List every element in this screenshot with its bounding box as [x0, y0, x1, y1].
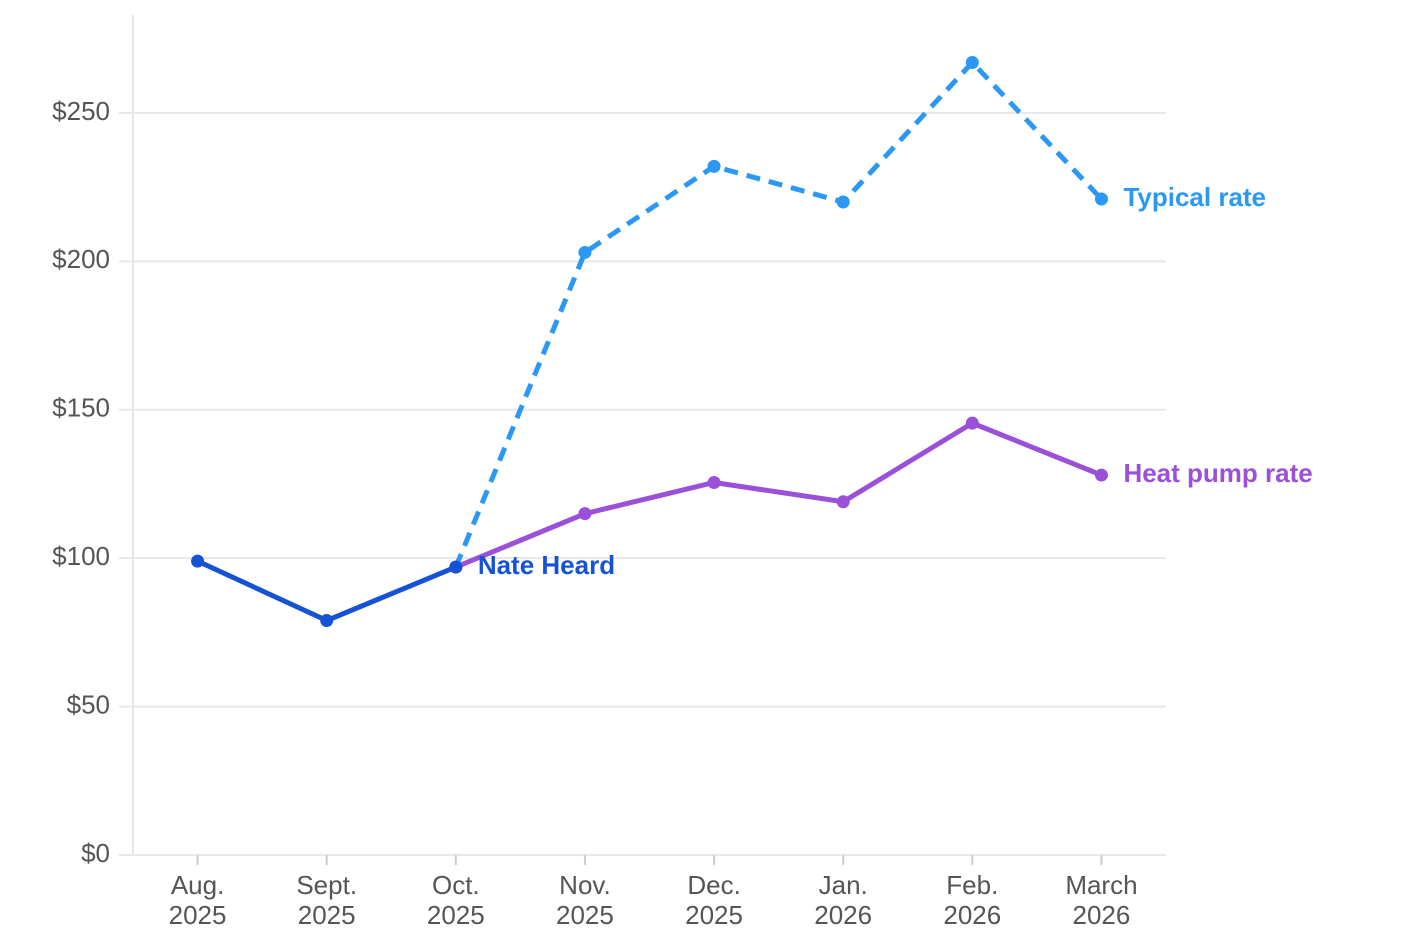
x-tick-line: Aug.	[171, 870, 225, 900]
point	[320, 614, 334, 628]
x-tick-label: Nov. 2025	[556, 870, 614, 930]
x-tick-line: 2025	[685, 900, 743, 930]
x-tick-label: March 2026	[1065, 870, 1137, 930]
series-label: Nate Heard	[478, 550, 615, 580]
x-tick-label: Jan. 2026	[814, 870, 872, 930]
x-tick-label: Aug. 2025	[169, 870, 227, 930]
series-label: Typical rate	[1123, 182, 1266, 212]
series-line	[196, 558, 457, 624]
x-tick-line: Jan.	[819, 870, 868, 900]
x-tick-line: 2025	[298, 900, 356, 930]
series-line	[453, 59, 1104, 569]
x-tick-line: 2025	[427, 900, 485, 930]
point	[1094, 192, 1108, 206]
x-tick-label: Oct. 2025	[427, 870, 485, 930]
series-label: Heat pump rate	[1123, 458, 1312, 488]
x-tick-line: 2026	[814, 900, 872, 930]
y-tick-label: $100	[52, 541, 110, 571]
point	[836, 195, 850, 209]
x-tick-line: Sept.	[296, 870, 357, 900]
point	[1094, 468, 1108, 482]
x-tick-line: March	[1065, 870, 1137, 900]
y-tick-label: $250	[52, 96, 110, 126]
y-tick-label: $50	[67, 689, 110, 719]
x-tick-label: Sept. 2025	[296, 870, 357, 930]
series-line	[454, 420, 1103, 570]
x-tick-label: Dec. 2025	[685, 870, 743, 930]
x-tick-label: Feb. 2026	[943, 870, 1001, 930]
point	[449, 560, 463, 574]
x-tick-line: 2025	[556, 900, 614, 930]
y-tick-label: $200	[52, 244, 110, 274]
x-tick-line: 2025	[169, 900, 227, 930]
x-tick-line: Dec.	[687, 870, 740, 900]
point	[191, 554, 205, 568]
point	[965, 55, 979, 69]
point	[578, 507, 592, 521]
x-tick-line: Nov.	[559, 870, 611, 900]
x-tick-line: 2026	[1073, 900, 1131, 930]
point	[965, 416, 979, 430]
x-tick-line: Feb.	[946, 870, 998, 900]
x-tick-line: Oct.	[432, 870, 480, 900]
y-tick-label: $0	[81, 838, 110, 868]
y-tick-label: $150	[52, 393, 110, 423]
x-tick-line: 2026	[943, 900, 1001, 930]
point	[578, 245, 592, 259]
point	[707, 159, 721, 173]
point	[707, 475, 721, 489]
point	[836, 495, 850, 509]
